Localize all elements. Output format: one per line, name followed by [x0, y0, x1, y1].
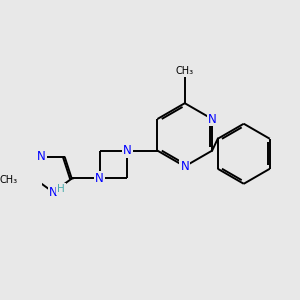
Text: CH₃: CH₃ [176, 67, 194, 76]
Text: N: N [123, 144, 132, 157]
Text: CH₃: CH₃ [0, 176, 18, 185]
Text: N: N [95, 172, 104, 185]
Text: N: N [37, 150, 46, 163]
Text: H: H [57, 184, 65, 194]
Text: N: N [49, 186, 58, 199]
Text: N: N [208, 112, 217, 125]
Text: N: N [180, 160, 189, 173]
